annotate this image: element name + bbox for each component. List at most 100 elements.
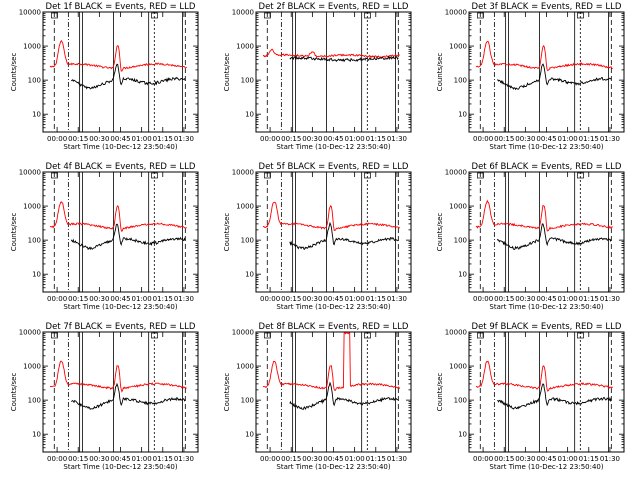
panel-title: Det 7f BLACK = Events, RED = LLD — [46, 322, 196, 332]
y-tick-label: 1000 — [449, 203, 467, 211]
x-axis-label: Start Time (10-Dec-12 23:50:40) — [489, 143, 603, 151]
panel-title: Det 2f BLACK = Events, RED = LLD — [259, 2, 409, 12]
x-axis-label: Start Time (10-Dec-12 23:50:40) — [276, 143, 390, 151]
x-tick-label: 00:45 — [110, 455, 130, 463]
x-tick-label: 00:00 — [47, 295, 67, 303]
plot-frame — [255, 11, 412, 133]
panel-3: Det 3f BLACK = Events, RED = LLD 10 100 100… — [436, 2, 625, 151]
marker-box — [51, 332, 58, 339]
x-tick-label: 01:15 — [579, 295, 599, 303]
marker-box — [151, 332, 158, 339]
x-axis-label: Start Time (10-Dec-12 23:50:40) — [276, 463, 390, 471]
y-axis-label: Counts/sec — [10, 53, 18, 92]
panel-6: Det 6f BLACK = Events, RED = LLD 10 100 100… — [436, 162, 625, 311]
marker-box — [151, 172, 158, 179]
y-tick-label: 1000 — [449, 363, 467, 371]
x-tick-label: 01:30 — [174, 135, 194, 143]
series-events — [289, 221, 399, 250]
y-tick-label: 1000 — [236, 363, 254, 371]
x-tick-label: 00:00 — [47, 135, 67, 143]
series-lld — [475, 40, 613, 72]
panel-title: Det 8f BLACK = Events, RED = LLD — [259, 322, 409, 332]
marker-box — [364, 12, 371, 19]
marker-box — [577, 332, 584, 339]
marker-box — [577, 172, 584, 179]
x-tick-label: 00:15 — [494, 455, 514, 463]
y-tick-label: 10 — [32, 111, 41, 119]
x-tick-label: 00:00 — [473, 135, 493, 143]
x-tick-label: 00:15 — [281, 455, 301, 463]
series-events — [70, 382, 186, 411]
y-tick-label: 100 — [241, 77, 254, 85]
y-tick-label: 1000 — [236, 43, 254, 51]
x-tick-label: 01:15 — [366, 295, 386, 303]
x-axis-label: Start Time (10-Dec-12 23:50:40) — [63, 143, 177, 151]
y-tick-label: 10 — [245, 271, 254, 279]
x-axis-label: Start Time (10-Dec-12 23:50:40) — [489, 463, 603, 471]
x-axis-label: Start Time (10-Dec-12 23:50:40) — [63, 463, 177, 471]
y-axis-label: Counts/sec — [223, 213, 231, 252]
panel-4: Det 4f BLACK = Events, RED = LLD 10 100 100… — [10, 162, 199, 311]
series-events — [496, 63, 612, 91]
y-tick-label: 10 — [458, 111, 467, 119]
x-tick-label: 01:00 — [132, 135, 152, 143]
marker-box — [51, 172, 58, 179]
panel-title: Det 4f BLACK = Events, RED = LLD — [46, 162, 196, 172]
x-tick-label: 01:15 — [153, 455, 173, 463]
x-tick-label: 01:00 — [558, 135, 578, 143]
y-tick-label: 10000 — [19, 9, 41, 17]
y-tick-label: 10000 — [445, 169, 467, 177]
y-tick-label: 1000 — [236, 203, 254, 211]
x-tick-label: 01:30 — [174, 295, 194, 303]
marker-box — [264, 332, 271, 339]
x-axis-label: Start Time (10-Dec-12 23:50:40) — [276, 303, 390, 311]
series-events — [496, 223, 612, 250]
y-tick-label: 100 — [28, 397, 41, 405]
panel-title: Det 9f BLACK = Events, RED = LLD — [472, 322, 622, 332]
marker-box — [477, 332, 484, 339]
x-tick-label: 00:15 — [68, 455, 88, 463]
x-tick-label: 01:15 — [153, 295, 173, 303]
plot-frame — [468, 11, 625, 133]
y-tick-label: 100 — [454, 77, 467, 85]
series-lld — [475, 199, 613, 232]
series-lld — [49, 360, 187, 393]
panel-title: Det 5f BLACK = Events, RED = LLD — [259, 162, 409, 172]
panel-7: Det 7f BLACK = Events, RED = LLD 10 100 100… — [10, 322, 199, 471]
x-tick-label: 01:30 — [600, 455, 620, 463]
y-tick-label: 10 — [458, 431, 467, 439]
x-tick-label: 01:15 — [579, 135, 599, 143]
x-tick-label: 00:45 — [323, 135, 343, 143]
series-lld — [262, 48, 400, 59]
marker-box — [364, 172, 371, 179]
series-events — [70, 63, 186, 90]
x-tick-label: 00:30 — [515, 135, 535, 143]
y-tick-label: 1000 — [23, 43, 41, 51]
panel-title: Det 6f BLACK = Events, RED = LLD — [472, 162, 622, 172]
y-tick-label: 1000 — [449, 43, 467, 51]
y-tick-label: 10000 — [232, 9, 254, 17]
x-tick-label: 00:45 — [323, 295, 343, 303]
panel-2: Det 2f BLACK = Events, RED = LLD 10 100 100… — [223, 2, 412, 151]
y-tick-label: 10000 — [445, 329, 467, 337]
x-tick-label: 00:30 — [515, 295, 535, 303]
x-tick-label: 00:45 — [323, 455, 343, 463]
y-tick-label: 10 — [32, 431, 41, 439]
x-tick-label: 01:15 — [366, 135, 386, 143]
x-tick-label: 01:30 — [174, 455, 194, 463]
y-axis-label: Counts/sec — [223, 53, 231, 92]
y-tick-label: 100 — [241, 397, 254, 405]
x-tick-label: 00:00 — [260, 135, 280, 143]
x-tick-label: 00:00 — [260, 295, 280, 303]
x-axis-label: Start Time (10-Dec-12 23:50:40) — [489, 303, 603, 311]
plot-frame — [42, 171, 199, 293]
x-axis-label: Start Time (10-Dec-12 23:50:40) — [63, 303, 177, 311]
x-tick-label: 00:45 — [110, 135, 130, 143]
x-tick-label: 01:30 — [387, 135, 407, 143]
y-tick-label: 10 — [245, 431, 254, 439]
y-axis-label: Counts/sec — [223, 373, 231, 412]
marker-box — [264, 172, 271, 179]
x-tick-label: 01:00 — [132, 455, 152, 463]
marker-box — [264, 12, 271, 19]
y-tick-label: 1000 — [23, 363, 41, 371]
